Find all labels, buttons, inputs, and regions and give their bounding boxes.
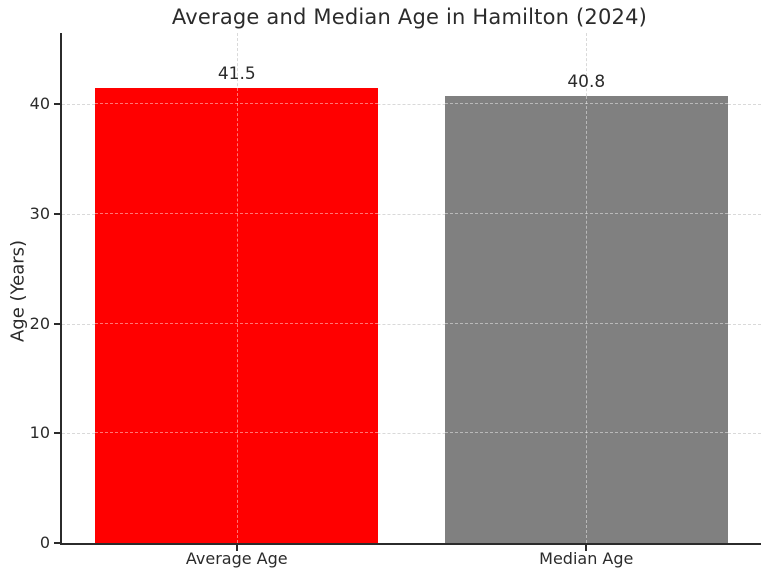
y-tick-mark <box>54 322 60 325</box>
gridline-horizontal <box>62 323 761 325</box>
y-tick-label: 10 <box>29 423 50 443</box>
bar-gridline-horizontal <box>95 432 379 434</box>
bar-gridline-horizontal <box>95 212 379 214</box>
y-tick-mark <box>54 432 60 435</box>
bar-gridline-horizontal <box>95 322 379 324</box>
y-tick-mark <box>54 212 60 215</box>
x-tick-mark <box>235 545 238 551</box>
gridline-horizontal <box>62 104 761 106</box>
y-tick-mark <box>54 103 60 106</box>
y-tick-label: 30 <box>29 204 50 224</box>
bar-gridline-horizontal <box>444 432 728 434</box>
bar-gridline-horizontal <box>444 212 728 214</box>
y-tick-label: 20 <box>29 313 50 333</box>
x-tick-label: Average Age <box>185 549 288 568</box>
bar-average-age <box>95 87 379 543</box>
plot-area: 41.5 40.8 0 10 20 30 40 Average Age Median Age <box>30 33 761 568</box>
bar-value-label: 40.8 <box>567 71 606 92</box>
bar-gridline-vertical <box>586 95 588 543</box>
y-tick-label: 0 <box>39 533 50 553</box>
x-tick-mark <box>585 545 588 551</box>
bar-median-age <box>444 95 728 543</box>
gridline-horizontal <box>62 213 761 215</box>
gridline-horizontal <box>62 433 761 435</box>
bar-gridline-horizontal <box>95 103 379 105</box>
bar-value-label: 41.5 <box>217 63 256 84</box>
chart-title: Average and Median Age in Hamilton (2024… <box>171 5 648 29</box>
bar-gridline-horizontal <box>444 103 728 105</box>
y-tick-mark <box>54 542 60 544</box>
y-tick-label: 40 <box>29 94 50 114</box>
x-tick-label: Median Age <box>539 549 634 568</box>
bar-gridline-vertical <box>236 87 238 543</box>
bar-gridline-horizontal <box>444 322 728 324</box>
